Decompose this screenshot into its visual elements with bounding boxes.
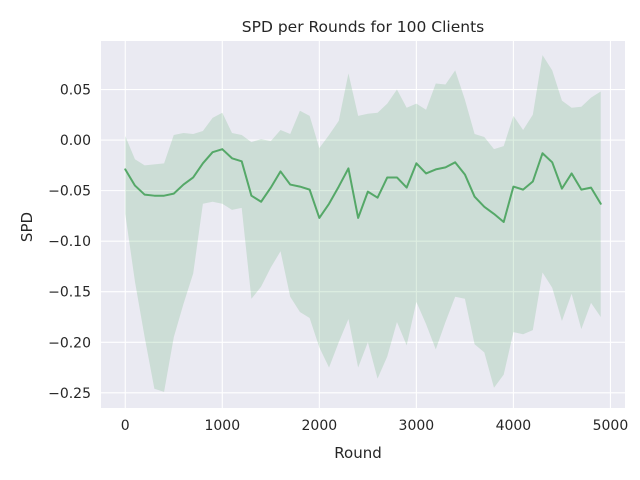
chart-title: SPD per Rounds for 100 Clients [242,18,484,36]
y-tick-label: 0.05 [60,83,91,99]
y-tick-label: −0.10 [48,234,91,250]
x-axis-title: Round [334,444,381,462]
y-tick-label: −0.25 [48,386,91,402]
x-tick-label: 4000 [496,418,532,434]
x-tick-label: 1000 [204,418,240,434]
grid-lines [101,41,625,408]
y-axis-title: SPD [18,212,36,242]
x-tick-label: 3000 [399,418,435,434]
y-tick-label: 0.00 [60,133,91,149]
x-tick-labels: 0 1000 2000 3000 4000 5000 [121,418,628,434]
y-tick-label: −0.05 [48,184,91,200]
confidence-band [125,55,601,392]
y-tick-labels: 0.05 0.00 −0.05 −0.10 −0.15 −0.20 −0.25 [48,83,91,402]
x-tick-label: 5000 [593,418,629,434]
plot-background [101,41,625,408]
y-tick-label: −0.15 [48,285,91,301]
y-tick-label: −0.20 [48,335,91,351]
x-tick-label: 0 [121,418,130,434]
x-tick-label: 2000 [302,418,338,434]
series-line [124,148,602,223]
